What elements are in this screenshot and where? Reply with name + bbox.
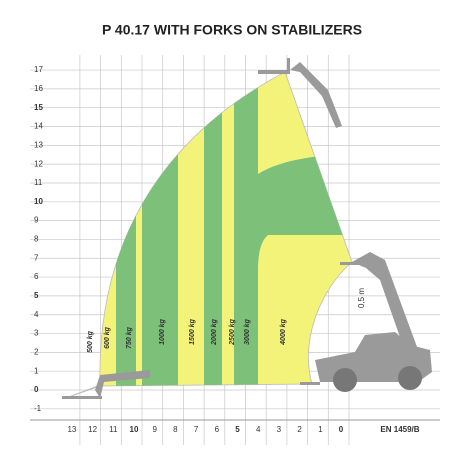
y-tick-label: 0: [34, 385, 39, 394]
y-tick-label: 15: [34, 103, 43, 112]
y-tick-label: 14: [34, 122, 43, 131]
y-tick-label: 8: [34, 235, 39, 244]
load-label: 3000 kg: [244, 318, 251, 344]
load-label: 1500 kg: [189, 318, 196, 344]
x-tick-label: 10: [130, 425, 139, 434]
y-tick-label: 11: [34, 178, 43, 187]
y-tick-label: 6: [34, 272, 39, 281]
x-tick-label: 8: [173, 425, 178, 434]
x-tick-label: 12: [88, 425, 97, 434]
y-tick-label: 7: [34, 253, 39, 262]
y-tick-label: 10: [34, 197, 43, 206]
y-tick-label: 4: [34, 310, 39, 319]
x-tick-label: 7: [194, 425, 199, 434]
load-label: 2000 kg: [211, 318, 218, 345]
y-tick-label: 5: [34, 291, 39, 300]
y-tick-label: 12: [34, 159, 43, 168]
load-label: 750 kg: [126, 326, 133, 349]
standard: EN 1459/B: [380, 425, 419, 434]
load-label: 600 kg: [104, 326, 111, 349]
y-tick-label: 13: [34, 140, 43, 149]
title: P 40.17 WITH FORKS ON STABILIZERS: [102, 22, 362, 38]
annotation: 0,5 m: [357, 288, 366, 308]
x-tick-label: 13: [67, 425, 76, 434]
y-tick-label: 17: [34, 65, 43, 74]
x-tick-label: 11: [109, 425, 118, 434]
load-label: 4000 kg: [280, 318, 287, 345]
load-label: 2500 kg: [229, 318, 236, 345]
load-label: 500 kg: [87, 330, 94, 353]
x-tick-label: 3: [277, 425, 282, 434]
x-tick-label: 0: [339, 425, 344, 434]
y-tick-label: -1: [34, 404, 42, 413]
x-tick-label: 9: [152, 425, 157, 434]
x-tick-label: 5: [235, 425, 240, 434]
y-tick-label: 1: [34, 366, 39, 375]
machine: [62, 58, 432, 399]
load-label: 1000 kg: [159, 318, 166, 344]
y-tick-label: 9: [34, 216, 39, 225]
x-tick-label: 2: [297, 425, 302, 434]
y-tick-label: 16: [34, 84, 43, 93]
y-tick-label: 3: [34, 329, 39, 338]
x-tick-label: 4: [256, 425, 261, 434]
y-tick-label: 2: [34, 347, 39, 356]
x-tick-label: 6: [215, 425, 220, 434]
x-tick-label: 1: [318, 425, 323, 434]
working-envelope: [65, 71, 353, 399]
